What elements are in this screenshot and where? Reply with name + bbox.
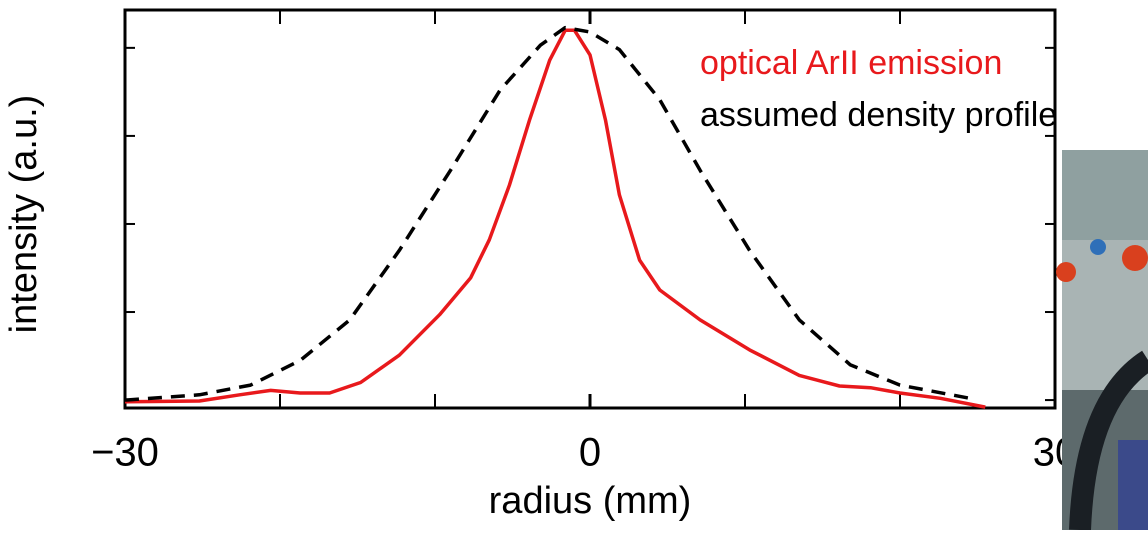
photo-helmet [1090,239,1106,255]
x-axis-label: radius (mm) [489,480,692,522]
x-tick-label: −30 [91,431,159,475]
series-line [124,28,986,409]
photo-helmet [1122,245,1148,271]
legend-entry: optical ArII emission [700,44,1002,82]
series-line [124,25,971,402]
photo-panel [1118,440,1148,530]
photo-cable [1069,350,1148,531]
photo-wall [1062,150,1148,240]
y-axis-label: intensity (a.u.) [3,95,45,334]
x-tick-label: 0 [579,431,601,475]
legend-entry: assumed density profile [700,96,1057,134]
photo-overlay [1056,150,1148,531]
photo-helmet [1056,262,1076,282]
